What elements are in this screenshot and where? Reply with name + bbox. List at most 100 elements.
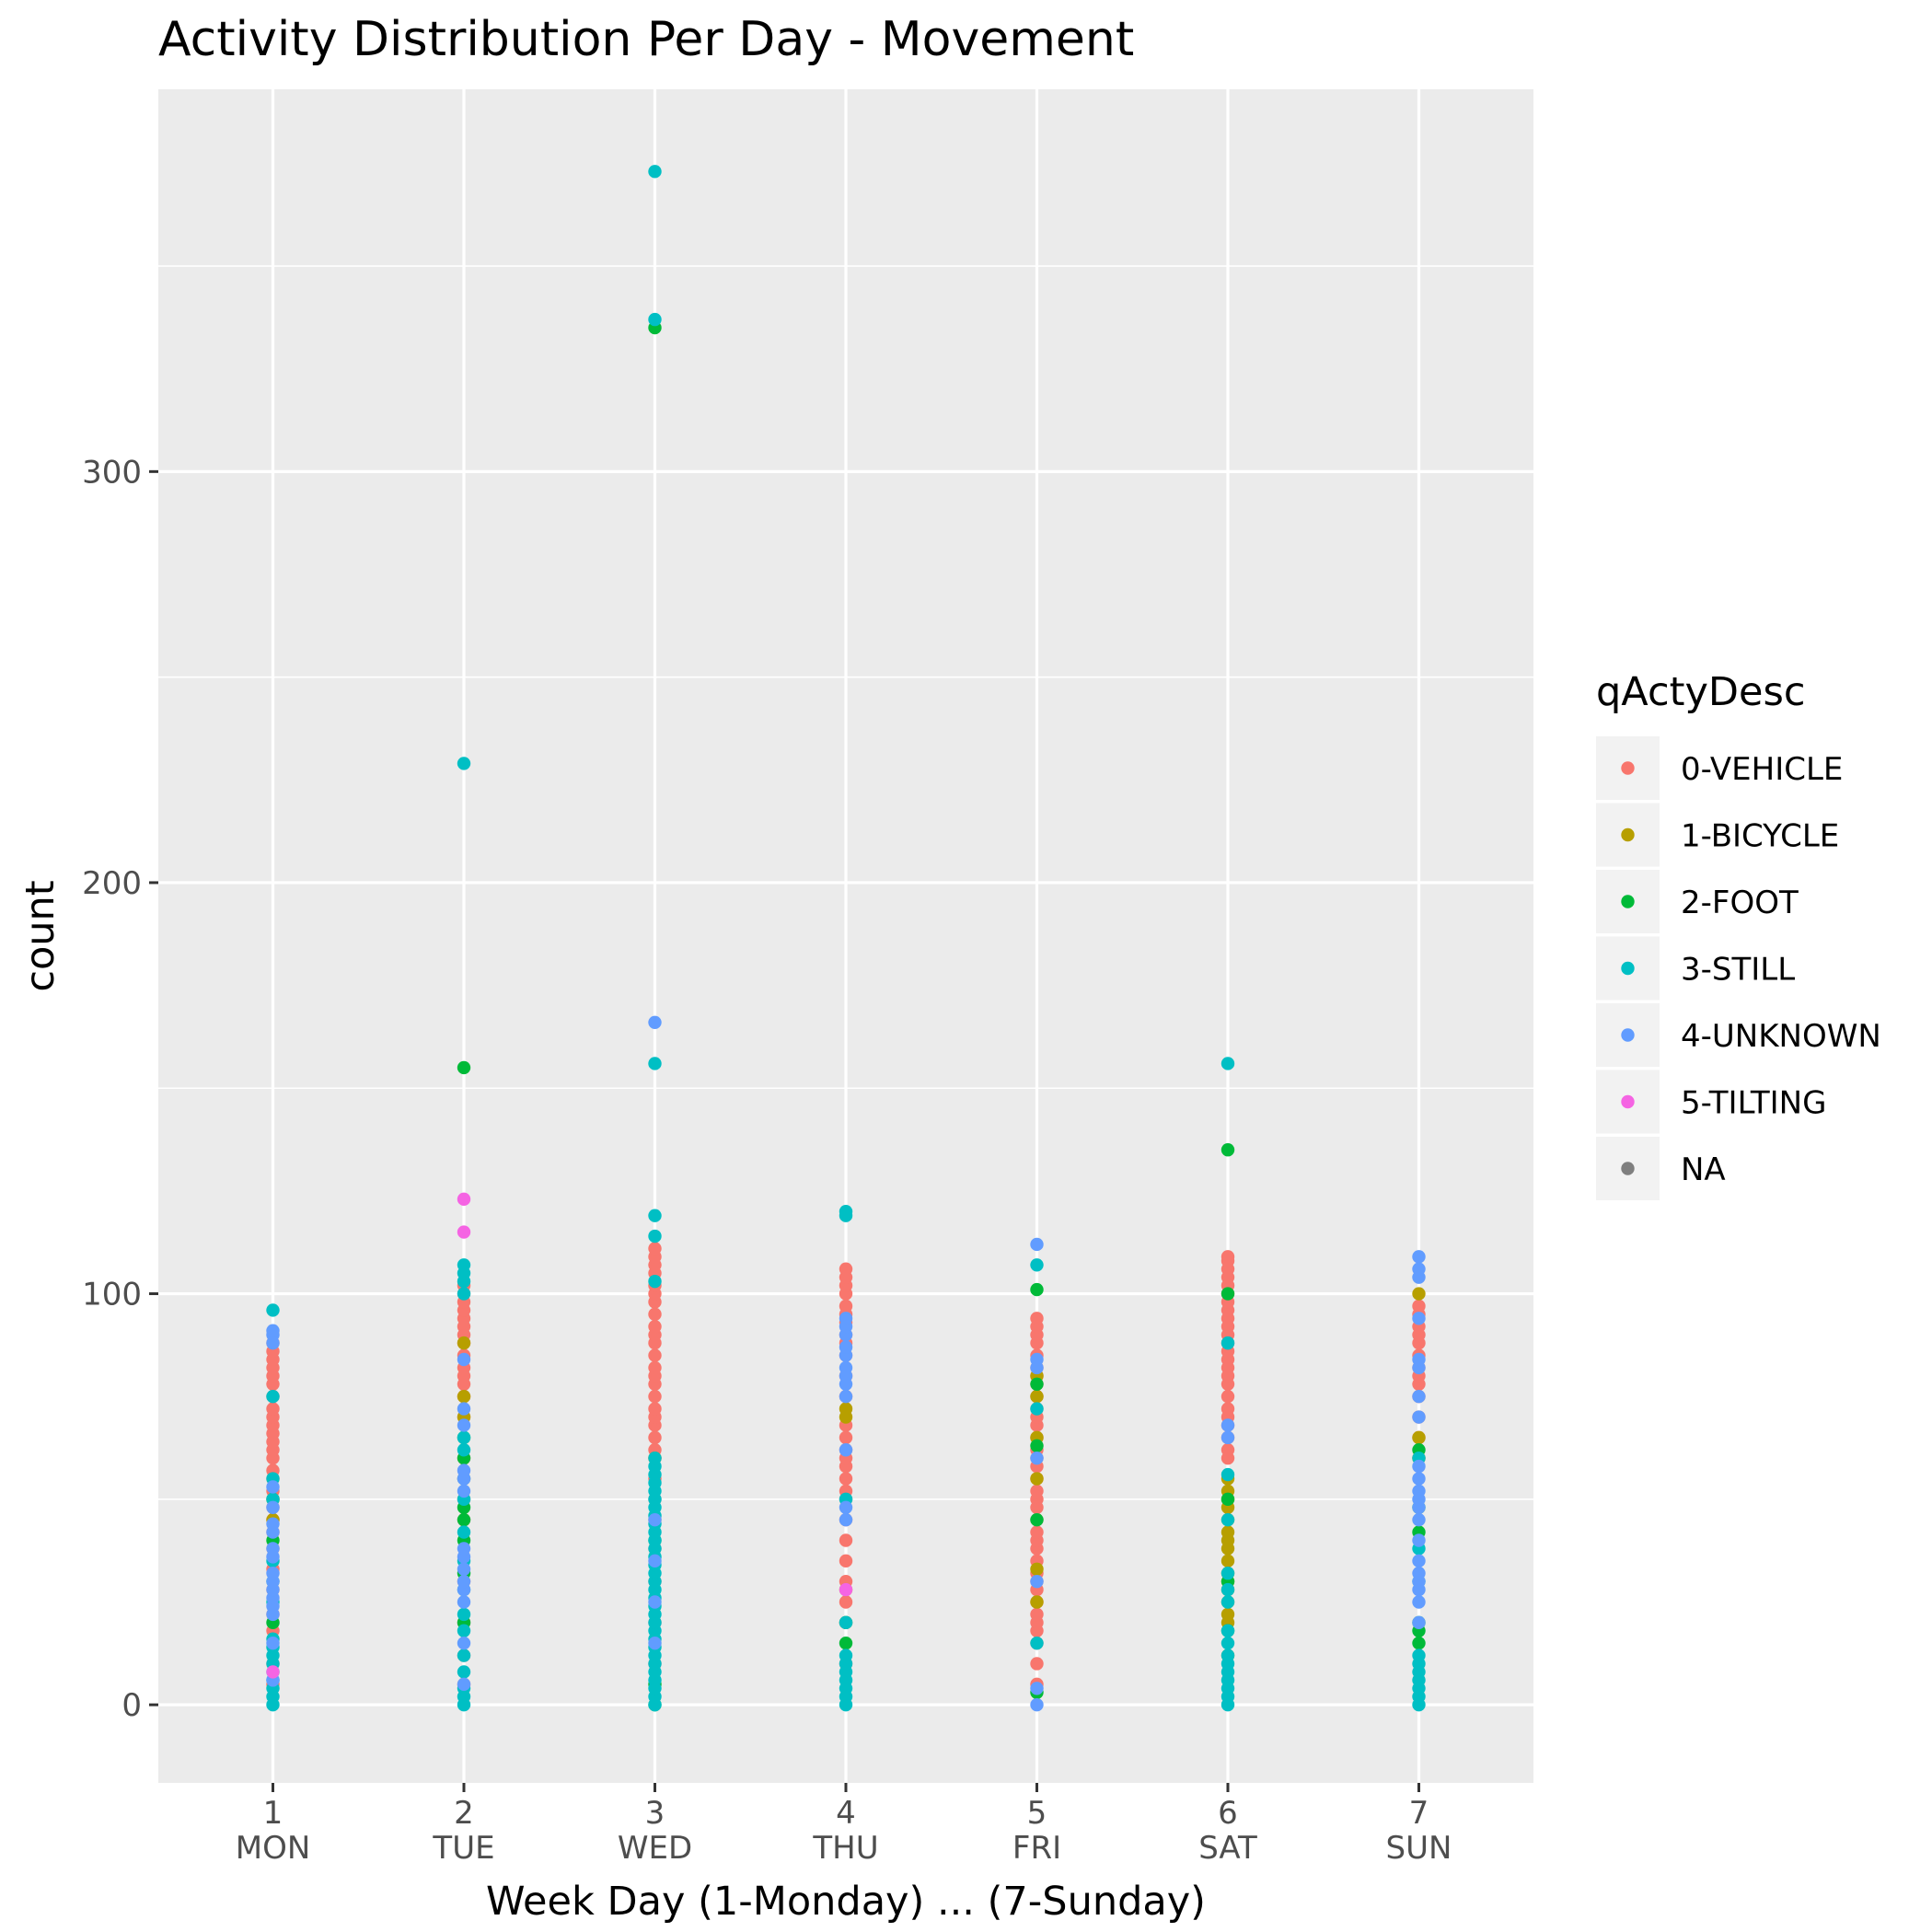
x-tick-sublabel: TUE xyxy=(432,1830,494,1867)
data-point xyxy=(839,1512,853,1527)
data-point xyxy=(457,1624,471,1637)
data-point xyxy=(1221,1250,1235,1264)
data-point xyxy=(1412,1410,1426,1424)
data-point xyxy=(648,1015,662,1029)
data-point xyxy=(457,1352,471,1367)
data-point xyxy=(1030,1439,1044,1452)
data-point xyxy=(648,1595,662,1609)
legend: qActyDesc 0-VEHICLE 1-BICYCLE 2-FOOT 3-STIL… xyxy=(1596,669,1881,1200)
data-point xyxy=(1221,1467,1235,1482)
data-point xyxy=(648,1242,662,1255)
data-point xyxy=(839,1360,853,1375)
data-point xyxy=(1221,1492,1235,1507)
x-axis-title: Week Day (1-Monday) ... (7-Sunday) xyxy=(486,1879,1206,1925)
legend-entry-label: NA xyxy=(1681,1151,1726,1188)
data-point xyxy=(839,1636,853,1650)
x-tick-sublabel: WED xyxy=(618,1830,692,1867)
legend-entry-label: 1-BICYCLE xyxy=(1681,818,1839,855)
data-point xyxy=(648,1348,662,1362)
data-point xyxy=(457,1336,471,1350)
data-point xyxy=(266,1303,280,1317)
data-point xyxy=(1030,1258,1044,1272)
data-point xyxy=(648,1307,662,1322)
data-point xyxy=(839,1554,853,1568)
data-point xyxy=(1030,1697,1044,1712)
data-point xyxy=(1221,1143,1235,1157)
data-point xyxy=(1412,1472,1426,1486)
data-point xyxy=(457,1443,471,1457)
data-point xyxy=(1412,1649,1426,1662)
data-point xyxy=(1221,1567,1235,1580)
data-point xyxy=(648,1320,662,1334)
data-point xyxy=(457,1430,471,1445)
data-point xyxy=(648,1430,662,1445)
data-point xyxy=(457,1484,471,1498)
x-tick-sublabel: SAT xyxy=(1198,1830,1257,1867)
data-point xyxy=(457,1542,471,1556)
data-point xyxy=(1221,1554,1235,1568)
data-point xyxy=(457,1677,471,1692)
x-tick-sublabel: FRI xyxy=(1012,1830,1061,1867)
data-point xyxy=(266,1324,280,1337)
data-point xyxy=(1221,1595,1235,1609)
x-tick-sublabel: THU xyxy=(812,1830,878,1867)
data-point xyxy=(648,165,662,179)
data-point xyxy=(1030,1595,1044,1609)
data-point xyxy=(1412,1459,1426,1474)
data-point xyxy=(1030,1451,1044,1465)
data-point xyxy=(1412,1484,1426,1498)
data-point xyxy=(1221,1430,1235,1445)
data-point xyxy=(1030,1472,1044,1486)
data-point xyxy=(457,757,471,770)
data-point xyxy=(1412,1262,1426,1276)
legend-entry-label: 2-FOOT xyxy=(1681,885,1799,921)
data-point xyxy=(266,1567,280,1580)
data-point xyxy=(1030,1484,1044,1498)
data-point xyxy=(648,1402,662,1416)
data-point xyxy=(1030,1237,1044,1252)
data-point xyxy=(1412,1567,1426,1580)
data-point xyxy=(266,1500,280,1514)
data-point xyxy=(1221,1443,1235,1457)
data-point xyxy=(1221,1582,1235,1597)
data-point xyxy=(1030,1352,1044,1367)
data-point xyxy=(839,1595,853,1609)
x-tick-label: 6 xyxy=(1218,1795,1238,1832)
data-point xyxy=(839,1402,853,1416)
legend-entries: 0-VEHICLE 1-BICYCLE 2-FOOT 3-STILL 4-UNKNOWN… xyxy=(1596,736,1881,1200)
data-point xyxy=(1221,1624,1235,1637)
data-point xyxy=(648,1451,662,1465)
data-point xyxy=(1221,1402,1235,1416)
data-point xyxy=(266,1542,280,1556)
data-point xyxy=(1221,1636,1235,1650)
data-point xyxy=(1412,1250,1426,1264)
data-point xyxy=(839,1205,853,1219)
data-point xyxy=(839,1389,853,1404)
data-point xyxy=(457,1463,471,1477)
data-point xyxy=(457,1595,471,1609)
y-tick-label: 0 xyxy=(121,1687,142,1724)
data-point xyxy=(1030,1389,1044,1404)
data-point xyxy=(1221,1057,1235,1070)
data-point xyxy=(1412,1595,1426,1609)
legend-key-dot xyxy=(1621,895,1635,908)
data-point xyxy=(648,1554,662,1568)
data-point xyxy=(457,1389,471,1404)
data-point xyxy=(457,1649,471,1662)
data-point xyxy=(457,1402,471,1416)
data-point xyxy=(839,1649,853,1662)
data-point xyxy=(266,1480,280,1494)
legend-entry-label: 0-VEHICLE xyxy=(1681,751,1843,788)
data-point xyxy=(648,1636,662,1650)
data-point xyxy=(1221,1512,1235,1527)
data-point xyxy=(1221,1336,1235,1350)
legend-key-dot xyxy=(1621,1028,1635,1042)
data-point xyxy=(1030,1525,1044,1539)
data-point xyxy=(839,1312,853,1325)
data-point xyxy=(457,1225,471,1239)
data-point xyxy=(839,1443,853,1457)
legend-entry-label: 5-TILTING xyxy=(1681,1085,1826,1122)
data-point xyxy=(1412,1430,1426,1445)
legend-key-dot xyxy=(1621,1094,1635,1109)
